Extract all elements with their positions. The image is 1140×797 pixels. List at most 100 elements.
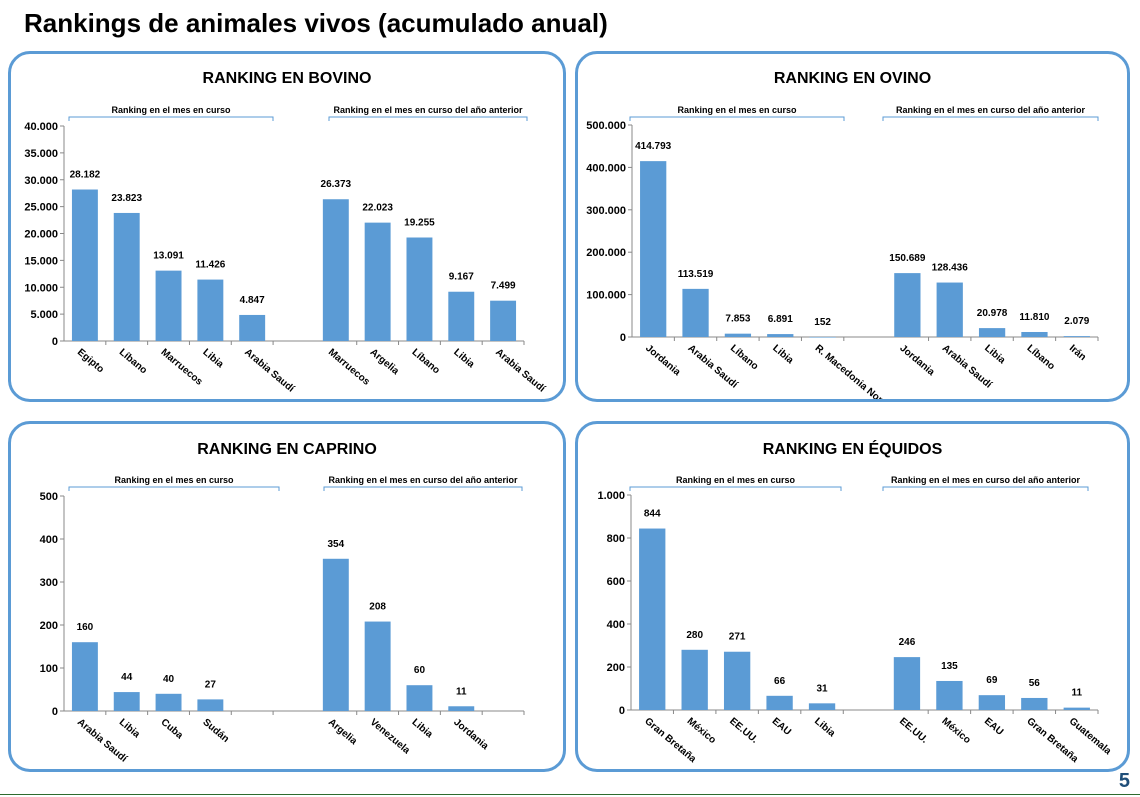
bar: [767, 334, 794, 337]
group-bracket: [68, 116, 274, 121]
data-label: 11: [1071, 688, 1082, 699]
bar: [490, 300, 517, 341]
bar: [639, 528, 666, 710]
data-label: 13.091: [153, 251, 184, 262]
category-label: EAU: [770, 716, 793, 738]
data-label: 9.167: [449, 272, 474, 283]
y-tick-label: 500.000: [586, 120, 626, 132]
y-tick-label: 0: [52, 336, 58, 348]
category-label: Jordania: [643, 343, 682, 378]
bar: [723, 651, 751, 710]
footer-divider: [0, 794, 1140, 795]
chart-0-svg: RANKING EN BOVINO 0 5.000 10.000 15.000 20.00…: [24, 70, 548, 396]
bar: [71, 642, 98, 711]
group-bracket: [629, 116, 845, 121]
data-label: 11.426: [195, 260, 225, 271]
data-label: 27: [205, 679, 217, 690]
category-label: Jordania: [451, 717, 490, 752]
y-tick-label: 1.000: [597, 490, 625, 502]
category-label: Libia: [200, 347, 225, 371]
bar: [640, 161, 667, 337]
category-label: Líbano: [410, 347, 442, 376]
y-tick-label: 0: [620, 332, 626, 344]
category-label: Egipto: [75, 347, 106, 375]
category-label: Arabia Saudí: [242, 347, 297, 396]
data-label: 135: [941, 661, 958, 672]
category-label: Líbano: [1025, 343, 1057, 372]
category-label: Libia: [982, 343, 1007, 367]
category-label: Marruecos: [326, 347, 372, 388]
group-label: Ranking en el mes en curso del año anter…: [896, 105, 1086, 115]
category-label: Argelia: [326, 717, 359, 747]
category-label: Irán: [1067, 343, 1088, 363]
chart-3-svg: RANKING EN ÉQUIDOS 0 200 400 600 800 1.000 Rank…: [597, 439, 1113, 765]
data-label: 23.823: [111, 193, 142, 204]
bar: [155, 693, 182, 711]
group-bracket: [882, 116, 1099, 121]
data-label: 128.436: [932, 263, 969, 274]
chart-title: RANKING EN OVINO: [774, 70, 931, 87]
y-tick-label: 600: [607, 576, 625, 588]
data-label: 4.847: [240, 295, 265, 306]
data-label: 7.853: [725, 314, 750, 325]
data-label: 66: [774, 676, 786, 687]
category-label: R. Macedonia Norte: [813, 343, 892, 399]
group-label: Ranking en el mes en curso: [114, 475, 234, 485]
group-bracket: [882, 486, 1089, 491]
panel-caprino: RANKING EN CAPRINO 0 100 200 300 400 500 Rankin…: [8, 421, 566, 772]
data-label: 246: [899, 637, 916, 648]
y-tick-label: 40.000: [24, 121, 58, 133]
bar: [808, 703, 836, 710]
bar: [406, 685, 433, 711]
category-label: Libia: [117, 717, 142, 741]
page-number: 5: [1118, 770, 1130, 792]
page-title: Rankings de animales vivos (acumulado an…: [24, 8, 608, 38]
y-tick-label: 25.000: [24, 202, 58, 214]
bar: [766, 695, 793, 710]
bar: [978, 328, 1006, 337]
data-label: 354: [327, 539, 344, 550]
group-bracket: [323, 486, 523, 491]
bar: [322, 558, 349, 711]
bar: [1021, 697, 1048, 710]
data-label: 44: [121, 672, 133, 683]
data-label: 280: [686, 630, 703, 641]
category-label: Libia: [770, 343, 795, 367]
group-label: Ranking en el mes en curso: [676, 475, 796, 485]
bar: [894, 273, 921, 337]
data-label: 844: [644, 509, 661, 520]
panel-equidos: RANKING EN ÉQUIDOS 0 200 400 600 800 1.000 Rank…: [575, 421, 1130, 772]
category-label: Libia: [451, 347, 476, 371]
y-tick-label: 15.000: [24, 255, 58, 267]
category-label: EE.UU.: [727, 716, 760, 746]
data-label: 26.373: [321, 179, 352, 190]
bar: [239, 314, 266, 341]
y-tick-label: 35.000: [24, 148, 58, 160]
y-tick-label: 200: [40, 620, 58, 632]
chart-title: RANKING EN CAPRINO: [197, 441, 377, 458]
group-label: Ranking en el mes en curso: [111, 105, 231, 115]
data-label: 113.519: [678, 269, 714, 280]
data-label: 31: [816, 683, 828, 694]
group-bracket: [328, 116, 528, 121]
category-label: México: [939, 716, 972, 746]
bar: [809, 336, 836, 338]
category-label: Argelia: [368, 347, 401, 377]
data-label: 160: [77, 622, 94, 633]
bar: [113, 692, 140, 711]
chart-1-svg: RANKING EN OVINO 0 100.000 200.000 300.000 40…: [586, 70, 1099, 399]
data-label: 28.182: [70, 170, 101, 181]
bar: [322, 199, 349, 341]
group-label: Ranking en el mes en curso del año anter…: [333, 105, 523, 115]
data-label: 19.255: [404, 218, 435, 229]
bar: [448, 706, 475, 711]
data-label: 271: [729, 632, 746, 643]
bar: [1063, 707, 1090, 710]
panel-ovino: RANKING EN OVINO 0 100.000 200.000 300.000 40…: [575, 51, 1130, 402]
group-label: Ranking en el mes en curso: [677, 105, 797, 115]
data-label: 22.023: [362, 203, 393, 214]
y-tick-label: 400: [40, 534, 58, 546]
bar: [893, 657, 921, 710]
category-label: Libia: [410, 717, 435, 741]
y-tick-label: 10.000: [24, 282, 58, 294]
